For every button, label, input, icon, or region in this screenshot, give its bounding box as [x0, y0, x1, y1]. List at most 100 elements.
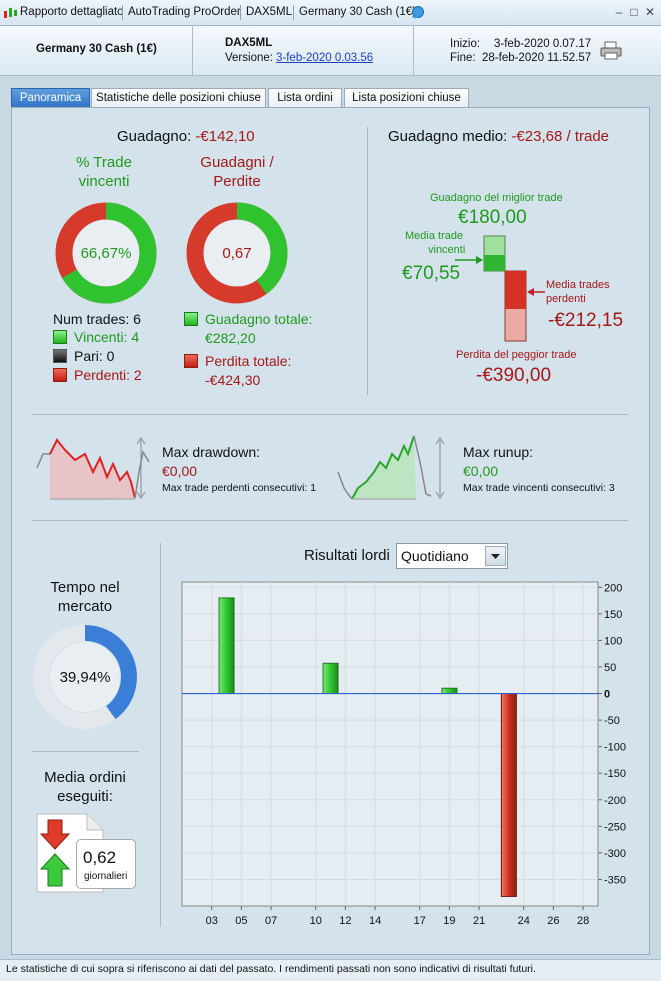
x-tick-label: 26 — [547, 915, 559, 927]
winners-count: Vincenti: 4 — [74, 329, 140, 345]
header-strategy-cell: DAX5ML Versione: 3-feb-2020 0.03.56 — [193, 26, 414, 76]
even-legend-swatch — [53, 349, 67, 363]
best-trade-label: Guadagno del miglior trade — [430, 192, 563, 204]
chat-bubble-icon[interactable] — [411, 6, 425, 20]
win-rate-value: 66,67% — [81, 245, 132, 262]
market-time-donut: 39,94% — [33, 625, 137, 729]
section-divider — [32, 751, 139, 752]
y-tick-label: -300 — [604, 848, 626, 860]
y-tick-label: -250 — [604, 821, 626, 833]
section-divider — [367, 127, 368, 395]
orders-value: 0,62 — [83, 848, 117, 867]
avg-loss-label-2: perdenti — [546, 293, 586, 305]
gain-label: Guadagno: — [117, 128, 192, 145]
best-trade-value: €180,00 — [458, 207, 527, 228]
x-tick-label: 14 — [369, 915, 381, 927]
market-time-value: 39,94% — [60, 669, 111, 686]
sell-arrow-icon — [39, 819, 71, 850]
gain-row: Guadagno: -€142,10 — [117, 128, 255, 145]
y-tick-label: -350 — [604, 874, 626, 886]
gain-loss-donut: 0,67 — [186, 202, 288, 304]
y-tick-label: -200 — [604, 795, 626, 807]
period-select-value: Quotidiano — [401, 548, 469, 564]
y-tick-label: 100 — [604, 635, 622, 647]
y-tick-label: 0 — [604, 689, 610, 701]
drawdown-sparkline — [36, 437, 150, 500]
gain-loss-value: 0,67 — [222, 245, 251, 262]
chart-app-icon — [4, 8, 17, 18]
x-tick-label: 05 — [235, 915, 247, 927]
header-end-value: 28-feb-2020 11.52.57 — [482, 52, 592, 64]
y-tick-label: 50 — [604, 662, 616, 674]
x-tick-label: 24 — [518, 915, 530, 927]
header-instrument: Germany 30 Cash (1€) — [36, 43, 157, 55]
title-strategy: DAX5ML — [246, 6, 293, 18]
tab-order-list[interactable]: Lista ordini — [268, 88, 342, 108]
title-report: Rapporto dettagliato — [20, 6, 124, 18]
profit-bar — [441, 687, 458, 695]
drawdown-consec-row: Max trade perdenti consecutivi: 1 — [162, 482, 316, 494]
avg-loss-bar — [505, 271, 526, 309]
avg-win-label-1: Media trade — [405, 230, 464, 242]
chevron-down-icon[interactable] — [485, 546, 506, 566]
profit-bar — [322, 662, 339, 695]
y-tick-label: -50 — [604, 715, 620, 727]
period-select[interactable]: Quotidiano — [396, 543, 508, 569]
close-button[interactable]: ✕ — [644, 5, 656, 19]
drawdown-label: Max drawdown: — [162, 444, 261, 460]
runup-value: €0,00 — [463, 463, 499, 479]
even-count: Pari: 0 — [74, 348, 115, 364]
title-bar: Rapporto dettagliato AutoTrading ProOrde… — [0, 0, 661, 26]
title-separator — [240, 5, 241, 20]
tab-closed-positions-list[interactable]: Lista posizioni chiuse — [344, 88, 469, 108]
orders-label-2: eseguiti: — [57, 788, 113, 805]
section-divider — [32, 520, 628, 521]
header-strategy: DAX5ML — [225, 37, 273, 49]
runup-label: Max runup: — [463, 444, 534, 460]
total-gain-value: €282,20 — [205, 330, 256, 346]
tab-overview[interactable]: Panoramica — [11, 88, 90, 108]
x-tick-label: 03 — [206, 915, 218, 927]
y-tick-label: 150 — [604, 609, 622, 621]
total-loss-swatch — [184, 354, 198, 368]
profit-bar — [218, 597, 235, 695]
chart-plot-area — [181, 581, 599, 907]
runup-sparkline — [337, 435, 445, 500]
header-version-label: Versione: — [225, 52, 273, 64]
win-title-2: vincenti — [78, 173, 130, 190]
runup-consec-label: Max trade vincenti consecutivi: — [463, 482, 606, 494]
worst-trade-label: Perdita del peggior trade — [456, 349, 577, 361]
report-header: Germany 30 Cash (1€) DAX5ML Versione: 3-… — [0, 26, 661, 76]
win-rate-donut: 66,67% — [55, 202, 157, 304]
maximize-button[interactable]: □ — [630, 5, 638, 19]
x-tick-label: 19 — [443, 915, 455, 927]
losers-count: Perdenti: 2 — [74, 367, 142, 383]
avg-win-value: €70,55 — [402, 263, 461, 284]
minimize-button[interactable]: – — [615, 5, 623, 19]
avg-win-arrow-icon — [476, 256, 483, 264]
printer-icon[interactable] — [600, 41, 622, 61]
section-divider — [32, 414, 628, 415]
total-gain-swatch — [184, 312, 198, 326]
avg-loss-label-1: Media trades — [546, 279, 610, 291]
trade-range-graphic — [455, 235, 545, 342]
header-start-label: Inizio: — [450, 38, 481, 50]
header-end-label: Fine: — [450, 52, 476, 64]
title-autotrading: AutoTrading ProOrder — [128, 6, 241, 18]
header-start-value: 3-feb-2020 0.07.17 — [494, 38, 592, 50]
x-tick-label: 21 — [473, 915, 485, 927]
avg-gain-value: -€23,68 / trade — [511, 128, 610, 145]
avg-win-bar — [484, 255, 505, 271]
total-loss-label: Perdita totale: — [205, 353, 292, 369]
runup-consec-value: 3 — [608, 482, 615, 494]
tab-closed-position-stats[interactable]: Statistiche delle posizioni chiuse — [91, 88, 266, 108]
gain-loss-arc — [186, 202, 288, 304]
loss-bar — [500, 693, 517, 897]
total-gain-label: Guadagno totale: — [205, 311, 313, 327]
y-tick-label: -100 — [604, 742, 626, 754]
x-tick-label: 28 — [577, 915, 589, 927]
header-version-link[interactable]: 3-feb-2020 0.03.56 — [276, 52, 374, 64]
disclaimer-text: Le statistiche di cui sopra si riferisco… — [6, 963, 536, 975]
results-label: Risultati lordi — [304, 547, 390, 564]
drawdown-value: €0,00 — [162, 463, 198, 479]
